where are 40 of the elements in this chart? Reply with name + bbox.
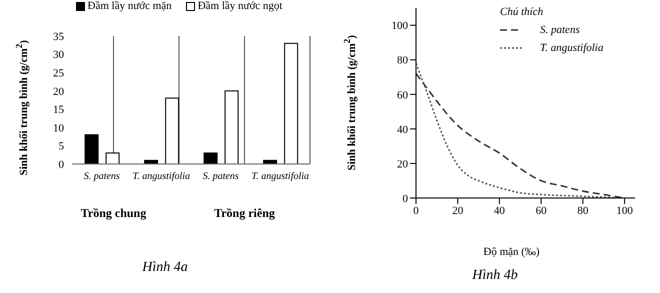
legend-label: Đầm lầy nước ngọt <box>198 0 282 12</box>
y-tick-label: 35 <box>53 30 64 43</box>
y-tick-label: 0 <box>58 158 64 171</box>
x-tick-label: T. angustifolia <box>251 171 310 182</box>
text: Hình 4b <box>471 268 519 284</box>
y-tick-label: 10 <box>53 122 64 134</box>
x-axis-title: Độ mặn (‰) <box>482 246 541 258</box>
x-tick-label: T. angustifolia <box>132 171 190 182</box>
y-tick-label: 80 <box>397 54 408 67</box>
x-tick-label: 40 <box>494 204 506 217</box>
y-tick-label: 0 <box>402 192 408 205</box>
legend-label: S. patens <box>540 24 580 36</box>
bar <box>284 42 298 164</box>
y-tick-label: 25 <box>53 67 64 80</box>
legend-label: Đầm lầy nước mặn <box>88 0 172 12</box>
bar <box>224 90 239 164</box>
text: Hình 4a <box>141 260 189 276</box>
y-tick-label: 40 <box>397 124 408 136</box>
bar <box>204 152 218 164</box>
y-tick-label: 100 <box>392 20 408 32</box>
text: Trồng riêng <box>213 206 276 221</box>
y-tick-label: 60 <box>397 89 408 102</box>
y-tick-label: 15 <box>53 104 64 116</box>
x-tick-label: 0 <box>413 204 420 217</box>
y-tick-label: 30 <box>53 49 64 62</box>
x-tick-label: 60 <box>536 204 548 217</box>
x-tick-label: 100 <box>616 204 634 217</box>
x-tick-label: 80 <box>577 204 589 217</box>
bar <box>106 152 120 164</box>
y-tick-label: 20 <box>397 158 408 170</box>
y-tick-label: 20 <box>53 86 64 98</box>
x-tick-label: S. patens <box>84 171 120 182</box>
text: Trồng chung <box>80 206 148 221</box>
bar <box>165 98 180 164</box>
x-tick-label: 20 <box>452 204 464 217</box>
legend-title: Chú thích <box>500 6 544 18</box>
x-tick-label: S. patens <box>202 171 239 182</box>
y-tick-label: 5 <box>58 140 64 153</box>
legend-label: T. angustifolia <box>540 42 604 54</box>
bar <box>84 134 99 164</box>
